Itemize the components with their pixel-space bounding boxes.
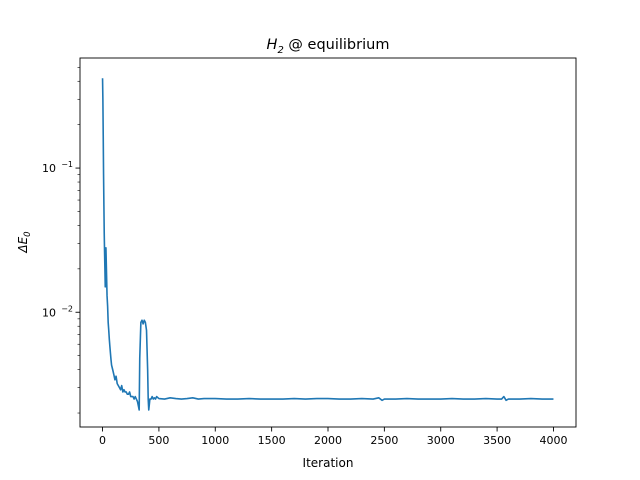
y-tick-label: 10: [42, 162, 56, 175]
y-tick-exponent: −1: [61, 160, 73, 169]
x-tick-label: 2000: [314, 434, 342, 447]
x-tick-label: 3000: [427, 434, 455, 447]
y-tick-exponent: −2: [61, 304, 73, 313]
series-line: [101, 78, 554, 411]
x-tick-label: 1000: [201, 434, 229, 447]
title-suffix: @ equilibrium: [284, 37, 390, 53]
y-label-main: ΔE: [16, 236, 30, 253]
y-axis-label: ΔE0: [16, 231, 33, 253]
title-subscript: 2: [277, 45, 283, 56]
axes-frame: [79, 57, 577, 428]
x-tick-label: 1500: [258, 434, 286, 447]
x-tick-label: 3500: [483, 434, 511, 447]
y-tick-label: 10: [42, 306, 56, 319]
x-tick-label: 4000: [539, 434, 567, 447]
x-tick-label: 0: [99, 434, 106, 447]
y-axis: 10 −1 10 −2: [42, 160, 80, 319]
x-axis: 0 500 1000 1500 2000 2500 3000 3500 4000: [99, 427, 567, 447]
x-tick-label: 2500: [370, 434, 398, 447]
chart-title: H2 @ equilibrium: [267, 37, 390, 56]
y-label-subscript: 0: [23, 231, 33, 236]
plot-area: 0 500 1000 1500 2000 2500 3000 3500 4000 10 −110−…: [42, 57, 577, 447]
x-tick-label: 500: [148, 434, 169, 447]
title-main-symbol: H: [267, 37, 278, 53]
x-axis-label: Iteration: [303, 456, 354, 470]
